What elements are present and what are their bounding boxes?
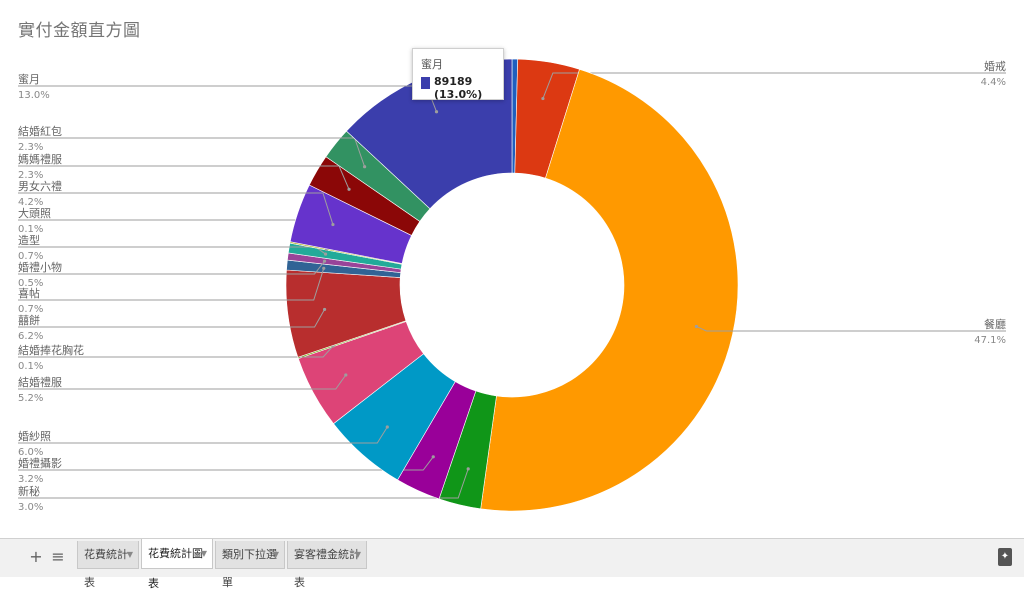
all-sheets-list-icon[interactable]: ≡ [51, 547, 65, 566]
leader-line [542, 72, 1006, 99]
slice-label-婚戒: 婚戒 4.4% [541, 59, 1006, 101]
add-sheet-icon[interactable]: + [29, 547, 43, 566]
slice-label-percent: 2.3% [18, 142, 43, 153]
slice-label-大頭照: 大頭照 0.1% [18, 206, 328, 251]
slice-label-name: 結婚禮服 [18, 375, 62, 389]
slice-label-男女六禮: 男女六禮 4.2% [18, 179, 335, 227]
leader-line [18, 219, 327, 250]
slice-label-結婚禮服: 結婚禮服 5.2% [18, 373, 348, 404]
slice-label-結婚捧花胸花: 結婚捧花胸花 0.1% [18, 343, 335, 372]
slice-label-percent: 3.2% [18, 474, 43, 485]
slice-label-name: 大頭照 [18, 206, 51, 220]
leader-line [18, 426, 388, 444]
leader-line [18, 345, 334, 358]
slice-label-婚禮小物: 婚禮小物 0.5% [18, 259, 327, 289]
tab-spending-table[interactable]: 花費統計表 ▼ [77, 541, 139, 589]
slice-label-喜帖: 喜帖 0.7% [18, 266, 326, 315]
slice-label-name: 喜帖 [18, 287, 40, 300]
slice-label-name: 男女六禮 [18, 179, 62, 193]
slice-label-婚禮攝影: 婚禮攝影 3.2% [18, 455, 435, 485]
tab-dropdown-icon[interactable]: ▼ [354, 550, 361, 559]
slice-label-造型: 造型 0.7% [18, 233, 328, 262]
tooltip-value: 89189 (13.0%) [434, 75, 483, 101]
tooltip-color-swatch [421, 77, 430, 89]
slice-label-percent: 6.2% [18, 331, 43, 342]
leader-line [18, 309, 326, 328]
leader-line [18, 456, 434, 471]
slice-label-name: 造型 [18, 233, 40, 247]
slice-label-name: 婚禮攝影 [18, 456, 62, 470]
leader-line [18, 192, 334, 225]
leader-line [18, 246, 326, 255]
slice-label-percent: 2.3% [18, 170, 43, 181]
tab-label: 花費統計表 [84, 548, 128, 589]
slice-label-name: 結婚捧花胸花 [18, 343, 84, 357]
leader-line [696, 326, 1006, 332]
slice-label-percent: 3.0% [18, 502, 43, 513]
slice-label-name: 餐廳 [984, 317, 1006, 331]
slice-label-name: 婚紗照 [18, 429, 51, 443]
tab-dropdown-icon[interactable]: ▼ [126, 550, 133, 559]
slice-label-name: 囍餅 [18, 313, 40, 327]
tab-dropdown-icon[interactable]: ▼ [272, 550, 279, 559]
slice-label-percent: 0.5% [18, 278, 43, 289]
slice-label-name: 結婚紅包 [18, 124, 62, 138]
tab-label: 類別下拉選單 [222, 548, 277, 589]
slice-label-媽媽禮服: 媽媽禮服 2.3% [18, 152, 351, 191]
leader-line [18, 165, 350, 190]
slice-label-name: 新秘 [18, 484, 40, 498]
leader-line [18, 268, 325, 301]
chart-tooltip: 蜜月 89189 (13.0%) [412, 48, 504, 101]
slice-label-percent: 47.1% [974, 335, 1006, 346]
tab-label: 花費統計圖表 [148, 547, 203, 590]
slice-label-婚紗照: 婚紗照 6.0% [18, 425, 389, 458]
slice-label-percent: 5.2% [18, 393, 43, 404]
slice-label-percent: 0.7% [18, 304, 43, 315]
slice-label-percent: 6.0% [18, 447, 43, 458]
tab-category-dropdown[interactable]: 類別下拉選單 ▼ [215, 541, 285, 589]
sheet-tab-bar: + ≡ 花費統計表 ▼ 花費統計圖表 ▼ 類別下拉選單 ▼ 宴客禮金統計表 ▼ … [0, 538, 1024, 590]
slice-label-percent: 4.2% [18, 197, 43, 208]
slice-label-percent: 4.4% [981, 77, 1006, 88]
leader-line [18, 468, 469, 499]
slice-label-囍餅: 囍餅 6.2% [18, 307, 327, 342]
tab-gift-money-table[interactable]: 宴客禮金統計表 ▼ [287, 541, 367, 589]
slice-label-name: 媽媽禮服 [18, 152, 62, 166]
slice-label-percent: 0.1% [18, 224, 43, 235]
slice-label-percent: 0.7% [18, 251, 43, 262]
explore-icon[interactable]: ✦ [998, 548, 1012, 566]
tab-label: 宴客禮金統計表 [294, 548, 360, 589]
leader-line [18, 260, 325, 275]
donut-chart[interactable]: 婚戒 4.4% 餐廳 47.1% 新秘 3.0% 婚禮攝影 3.2% 婚紗照 6.0% 結婚禮服 5.… [0, 0, 1024, 538]
tooltip-series-name: 蜜月 [421, 58, 443, 71]
slice-label-name: 婚禮小物 [18, 260, 62, 274]
slice-label-name: 蜜月 [18, 72, 40, 86]
slice-label-結婚紅包: 結婚紅包 2.3% [18, 124, 367, 169]
leader-line [18, 137, 366, 167]
chart-area: 實付金額直方圖 婚戒 4.4% 餐廳 47.1% 新秘 3.0% 婚禮攝影 3.2% 婚紗照 6.… [0, 0, 1024, 538]
slice-label-percent: 13.0% [18, 90, 50, 101]
slice-label-percent: 0.1% [18, 361, 43, 372]
slice-label-name: 婚戒 [984, 59, 1006, 73]
slice-label-餐廳: 餐廳 47.1% [694, 317, 1006, 346]
tab-spending-chart[interactable]: 花費統計圖表 ▼ [141, 539, 213, 590]
chart-title: 實付金額直方圖 [18, 21, 141, 41]
leader-line [18, 374, 347, 390]
donut-slice-餐廳[interactable] [480, 68, 739, 512]
slice-label-新秘: 新秘 3.0% [18, 467, 470, 513]
tab-dropdown-icon[interactable]: ▼ [200, 549, 207, 558]
